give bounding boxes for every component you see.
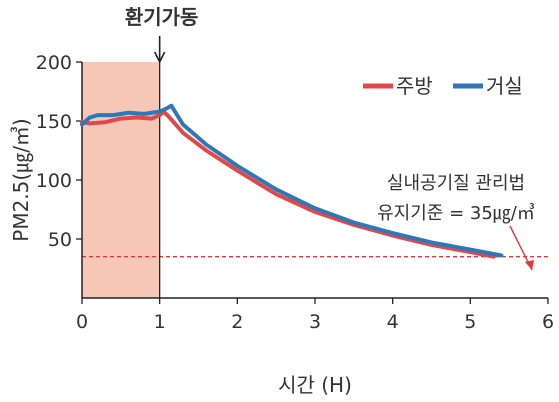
series-line-2 — [80, 103, 504, 258]
event-arrow-icon — [153, 36, 166, 64]
x-tick-label: 6 — [542, 311, 554, 333]
x-tick-label: 4 — [387, 311, 399, 333]
x-tick-label: 2 — [231, 311, 243, 333]
y-axis-label: PM2.5(㎍/㎥) — [9, 118, 33, 241]
y-tick-label: 50 — [48, 229, 72, 251]
x-tick-label: 5 — [464, 311, 476, 333]
y-tick-label: 100 — [36, 170, 72, 192]
annotation-line1: 실내공기질 관리법 — [387, 173, 525, 194]
series-line-1 — [80, 109, 496, 259]
x-tick-label: 3 — [309, 311, 321, 333]
x-axis-label: 시간 (H) — [278, 373, 352, 397]
legend-label-2: 거실 — [486, 74, 523, 98]
event-label: 환기가동 — [125, 5, 199, 29]
annotation-arrowhead-icon — [525, 260, 534, 270]
x-tick-label: 0 — [76, 311, 88, 333]
shaded-ventilation-period — [82, 62, 160, 298]
legend-label-1: 주방 — [396, 74, 433, 98]
y-tick-label: 200 — [36, 52, 72, 74]
annotation-line2: 유지기준 = 35㎍/㎥ — [377, 203, 535, 224]
y-tick-label: 150 — [36, 111, 72, 133]
x-tick-label: 1 — [154, 311, 166, 333]
